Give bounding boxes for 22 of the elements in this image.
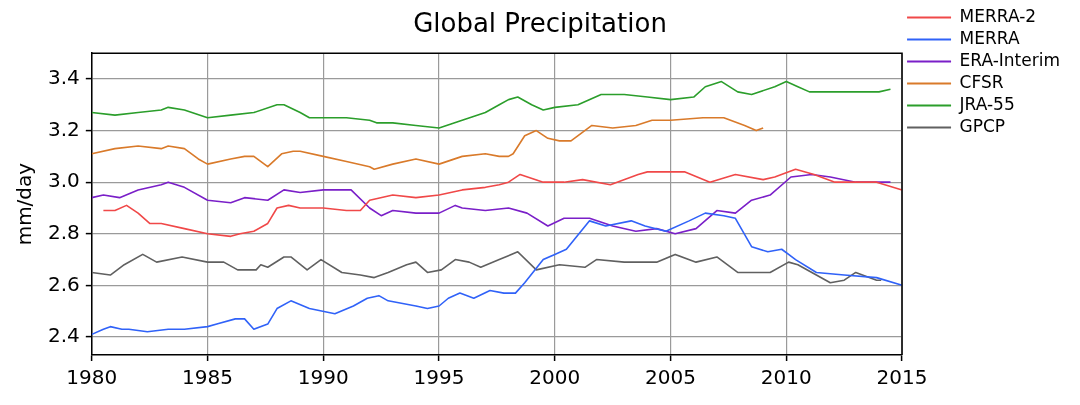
legend-label: MERRA-2 <box>959 5 1037 26</box>
y-tick-label: 3.2 <box>47 116 80 141</box>
legend-label: CFSR <box>959 71 1004 92</box>
y-tick-label: 3.4 <box>47 65 80 90</box>
x-tick-label: 1985 <box>182 365 234 390</box>
x-tick-label: 1990 <box>297 365 349 390</box>
legend-label: ERA-Interim <box>959 49 1061 70</box>
y-tick-label: 3.0 <box>47 168 80 193</box>
x-tick-label: 2005 <box>645 365 697 390</box>
x-tick-label: 2015 <box>876 365 928 390</box>
x-tick-label: 2010 <box>760 365 812 390</box>
y-tick-label: 2.8 <box>47 219 80 244</box>
y-tick-label: 2.6 <box>47 271 80 296</box>
x-tick-label: 1995 <box>413 365 465 390</box>
chart-title: Global Precipitation <box>413 8 667 39</box>
legend-label: JRA-55 <box>958 93 1015 114</box>
x-tick-label: 1980 <box>66 365 118 390</box>
y-tick-label: 2.4 <box>47 323 80 348</box>
x-tick-label: 2000 <box>529 365 581 390</box>
legend-label: GPCP <box>959 115 1006 136</box>
y-axis-title: mm/day <box>12 162 37 246</box>
legend-label: MERRA <box>959 27 1020 48</box>
